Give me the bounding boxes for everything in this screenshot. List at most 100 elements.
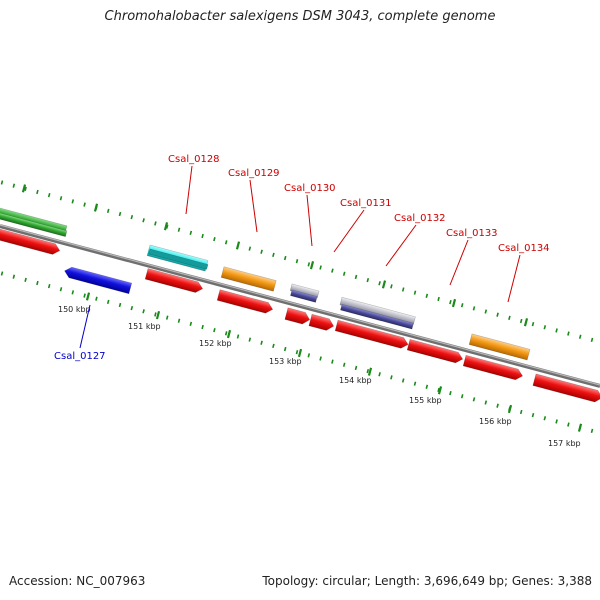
map-title: Chromohalobacter salexigens DSM 3043, co… <box>104 9 496 24</box>
gene-red-shape <box>532 373 600 403</box>
minor-tick <box>272 252 275 258</box>
gene-leader-line <box>249 179 258 233</box>
gene-blue[interactable] <box>63 266 133 295</box>
minor-tick <box>425 293 429 298</box>
gene-red-shape <box>144 268 204 293</box>
genome-stats-text: Topology: circular; Length: 3,696,649 bp… <box>262 574 592 588</box>
minor-tick <box>460 394 464 399</box>
minor-tick <box>224 331 228 336</box>
minor-tick <box>130 215 134 220</box>
minor-tick <box>378 372 381 377</box>
gene-red-shape <box>284 307 311 325</box>
minor-tick <box>36 280 39 286</box>
minor-tick <box>555 328 558 333</box>
minor-tick <box>0 180 4 185</box>
minor-tick <box>519 409 523 415</box>
gene-red-shape <box>462 354 523 381</box>
gene-red[interactable] <box>308 313 335 332</box>
tick-label: 154 kbp <box>339 376 372 385</box>
minor-tick <box>248 246 252 251</box>
minor-tick <box>354 365 358 371</box>
minor-tick <box>201 324 204 330</box>
gene-leader-line <box>507 254 521 303</box>
gene-leader-line <box>185 165 193 215</box>
gene-label-csal-0127[interactable]: Csal_0127 <box>54 351 106 362</box>
minor-tick <box>519 318 523 324</box>
minor-tick <box>118 302 122 308</box>
major-tick <box>93 203 99 212</box>
minor-tick <box>390 284 393 289</box>
gene-red[interactable] <box>284 307 311 326</box>
gene-red[interactable] <box>406 338 464 364</box>
gene-label-csal-0134[interactable]: Csal_0134 <box>498 243 550 254</box>
gene-green-lower[interactable] <box>0 207 68 238</box>
minor-tick <box>449 390 452 396</box>
gene-gray[interactable] <box>339 296 416 325</box>
minor-tick <box>590 337 594 343</box>
minor-tick <box>413 381 417 386</box>
minor-tick <box>484 400 488 405</box>
gene-red[interactable] <box>144 268 204 294</box>
minor-tick <box>543 416 547 421</box>
gene-label-csal-0130[interactable]: Csal_0130 <box>284 183 336 194</box>
gene-leader-line <box>306 194 313 247</box>
major-tick <box>381 280 387 289</box>
gene-label-csal-0132[interactable]: Csal_0132 <box>394 213 446 224</box>
minor-tick <box>12 183 16 188</box>
gene-orange[interactable] <box>220 266 277 292</box>
minor-tick <box>496 403 499 408</box>
gene-orange[interactable] <box>468 333 531 361</box>
minor-tick <box>47 283 51 289</box>
gene-red-shape <box>308 313 335 331</box>
gene-purple[interactable] <box>340 303 414 330</box>
minor-tick <box>201 233 204 239</box>
minor-tick <box>24 186 27 191</box>
minor-tick <box>154 221 157 226</box>
tick-label: 151 kbp <box>128 322 161 331</box>
tick-label: 156 kbp <box>479 417 512 426</box>
minor-tick <box>12 274 16 279</box>
gene-label-csal-0131[interactable]: Csal_0131 <box>340 198 392 209</box>
major-tick <box>21 184 27 193</box>
minor-tick <box>36 189 39 195</box>
minor-tick <box>260 249 263 254</box>
minor-tick <box>47 192 51 198</box>
minor-tick <box>319 356 322 361</box>
gene-red[interactable] <box>532 373 600 404</box>
minor-tick <box>460 303 464 308</box>
minor-tick <box>531 412 535 418</box>
minor-tick <box>0 271 4 276</box>
gene-cyan-shadow[interactable] <box>148 248 209 270</box>
gene-label-csal-0128[interactable]: Csal_0128 <box>168 154 220 165</box>
gene-red[interactable] <box>462 354 524 381</box>
gene-red[interactable] <box>216 289 274 315</box>
minor-tick <box>401 378 405 383</box>
gene-gray-shape <box>339 296 416 325</box>
gene-purple-shape <box>340 303 414 330</box>
major-tick <box>226 329 232 339</box>
minor-tick <box>106 208 110 213</box>
gene-leader-line <box>333 209 365 253</box>
minor-tick <box>531 321 535 327</box>
gene-red[interactable] <box>0 223 61 256</box>
minor-tick <box>390 375 393 380</box>
major-tick <box>507 404 513 414</box>
gene-label-csal-0129[interactable]: Csal_0129 <box>228 168 280 179</box>
gene-red[interactable] <box>334 319 409 350</box>
minor-tick <box>24 277 27 282</box>
minor-tick <box>59 287 63 292</box>
minor-tick <box>295 350 299 355</box>
gene-purple[interactable] <box>290 289 318 303</box>
minor-tick <box>177 227 181 232</box>
major-tick <box>577 423 583 432</box>
gene-red-shape <box>216 289 274 314</box>
minor-tick <box>378 281 381 286</box>
minor-tick <box>567 422 570 427</box>
gene-gray[interactable] <box>289 283 320 299</box>
gene-leader-line <box>79 304 91 349</box>
gene-leader-line <box>449 239 469 286</box>
minor-tick <box>142 218 145 223</box>
gene-red-shape <box>0 223 61 255</box>
minor-tick <box>165 315 169 320</box>
gene-label-csal-0133[interactable]: Csal_0133 <box>446 228 498 239</box>
